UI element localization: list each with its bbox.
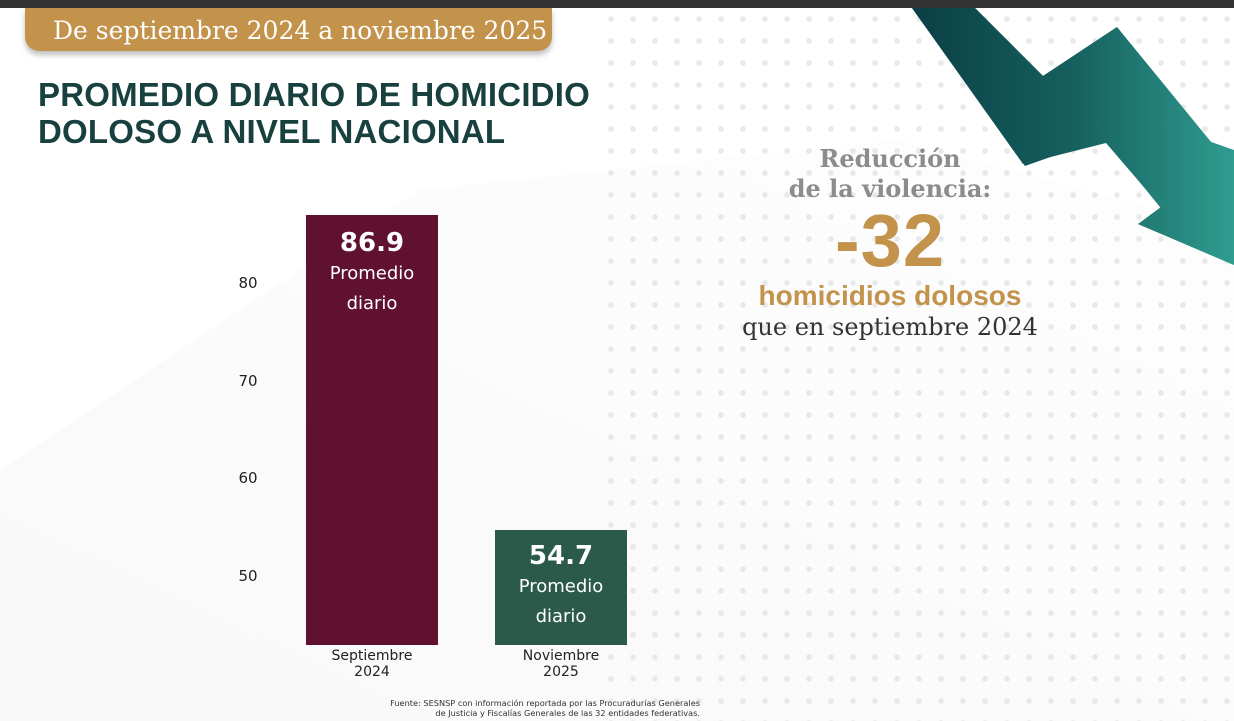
x-label-september-2024: Septiembre 2024 <box>302 648 442 680</box>
bar-label-line-1: Promedio <box>518 576 604 597</box>
bar-value: 86.9 <box>339 228 405 258</box>
reduction-highlight: Reducción de la violencia: -32 homicidio… <box>720 144 1060 342</box>
x-label-line-1: Noviembre <box>522 648 600 664</box>
date-range-banner: De septiembre 2024 a noviembre 2025 <box>25 8 552 51</box>
bar-november-2025: 54.7 Promedio diario <box>495 530 627 645</box>
bar-value: 54.7 <box>528 541 594 571</box>
highlight-line-3: homicidios dolosos <box>758 280 1022 311</box>
title-line-1: PROMEDIO DIARIO DE HOMICIDIO <box>38 76 590 113</box>
bar-label-line-1: Promedio <box>329 263 415 284</box>
reduction-value: -32 <box>835 199 945 282</box>
x-label-line-1: Septiembre <box>331 648 413 664</box>
highlight-line-1: Reducción <box>819 144 961 173</box>
source-line-2: de Justicia y Fiscalías Generales de las… <box>435 708 700 718</box>
bar-label-line-2: diario <box>346 293 398 314</box>
x-label-line-2: 2024 <box>354 664 390 680</box>
source-note: Fuente: SESNSP con información reportada… <box>300 698 700 718</box>
y-tick-80: 80 <box>238 274 258 292</box>
y-tick-60: 60 <box>238 469 258 487</box>
y-tick-50: 50 <box>238 567 258 585</box>
bar-label-line-2: diario <box>535 606 587 627</box>
highlight-line-2: de la violencia: <box>788 174 992 203</box>
source-line-1: Fuente: SESNSP con información reportada… <box>390 698 700 708</box>
bar-september-2024: 86.9 Promedio diario <box>306 215 438 645</box>
highlight-line-4: que en septiembre 2024 <box>742 313 1038 341</box>
page-title: PROMEDIO DIARIO DE HOMICIDIO DOLOSO A NI… <box>38 76 590 150</box>
y-tick-70: 70 <box>238 372 258 390</box>
window-top-bar <box>0 0 1234 8</box>
x-label-line-2: 2025 <box>543 664 579 680</box>
title-line-2: DOLOSO A NIVEL NACIONAL <box>38 113 506 150</box>
x-label-november-2025: Noviembre 2025 <box>491 648 631 680</box>
